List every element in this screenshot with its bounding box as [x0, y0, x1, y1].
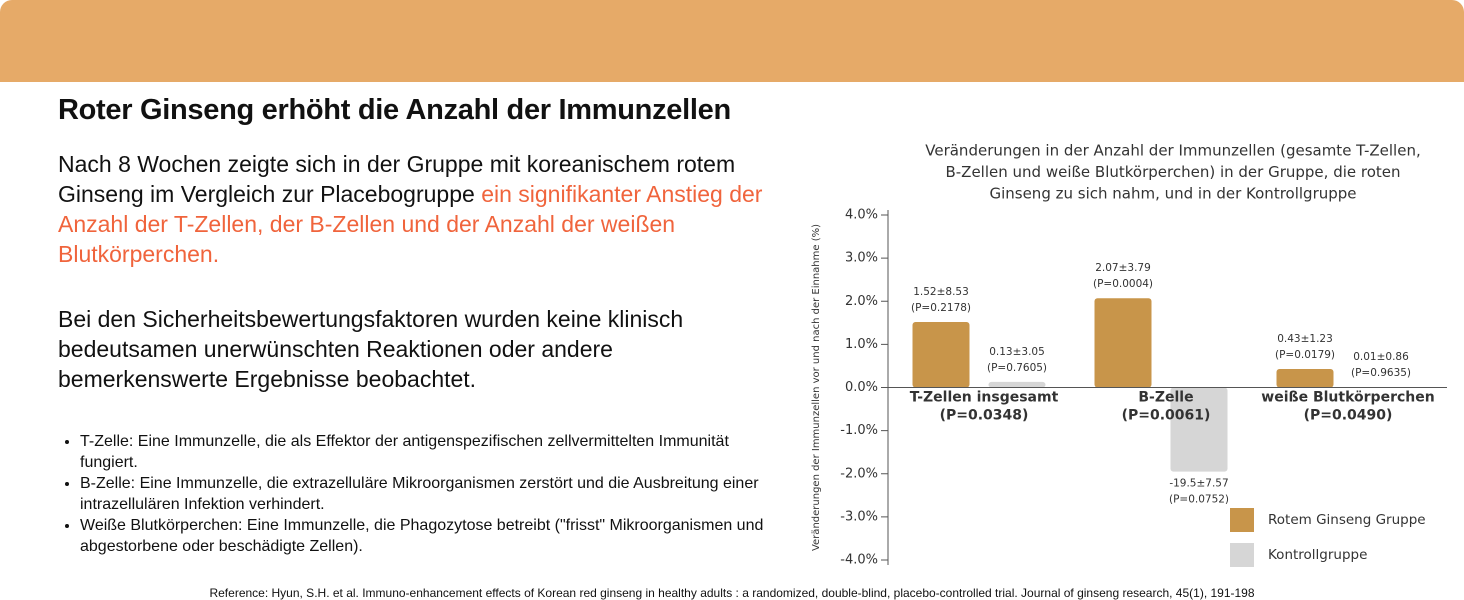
- value-label: 0.13±3.05: [989, 346, 1045, 358]
- reference: Reference: Hyun, S.H. et al. Immuno-enha…: [209, 586, 1255, 600]
- y-tick-label: -3.0%: [840, 509, 878, 524]
- paragraph: Bei den Sicherheitsbewertungsfaktoren wu…: [58, 306, 684, 392]
- title: Roter Ginseng erhöht die Anzahl der Immu…: [58, 94, 731, 126]
- bar: [1170, 387, 1228, 472]
- x-tick-note: (P=0.0061): [1122, 408, 1211, 424]
- p-label: (P=0.2178): [911, 302, 971, 314]
- legend-label: Kontrollgruppe: [1268, 547, 1367, 563]
- value-label: 2.07±3.79: [1095, 262, 1151, 274]
- bar: [1276, 368, 1334, 388]
- p-label: (P=0.0179): [1275, 349, 1335, 361]
- x-tick-note: (P=0.0490): [1304, 408, 1393, 424]
- y-tick-label: -2.0%: [840, 466, 878, 481]
- bar: [912, 321, 970, 388]
- bullet: Weiße Blutkörperchen: Eine Immunzelle, d…: [80, 515, 780, 557]
- x-tick-label: weiße Blutkörperchen: [1261, 390, 1434, 406]
- y-tick-label: 0.0%: [845, 380, 878, 395]
- paragraph-text: Nach 8 Wochen zeigte sich in der Gruppe …: [58, 151, 736, 207]
- legend-label: Rotem Ginseng Gruppe: [1268, 512, 1426, 528]
- y-tick-label: 3.0%: [845, 251, 878, 266]
- y-tick-label: 1.0%: [845, 337, 878, 352]
- chart-title: B-Zellen und weiße Blutkörperchen) in de…: [945, 163, 1400, 181]
- legend-swatch: [1230, 508, 1254, 532]
- x-tick-label: T-Zellen insgesamt: [910, 390, 1059, 406]
- y-tick-label: -4.0%: [840, 553, 878, 568]
- p-label: (P=0.0004): [1093, 278, 1153, 290]
- highlight: ein signifikanter Anstieg der Anzahl der…: [58, 181, 763, 267]
- x-tick-label: B-Zelle: [1138, 390, 1193, 406]
- value-label: 0.43±1.23: [1277, 333, 1333, 345]
- bar: [988, 381, 1046, 388]
- bullet-list: T-Zelle: Eine Immunzelle, die als Effekt…: [58, 431, 780, 557]
- bullet: T-Zelle: Eine Immunzelle, die als Effekt…: [80, 431, 780, 473]
- paragraph: Nach 8 Wochen zeigte sich in der Gruppe …: [58, 149, 788, 269]
- chart-title: Veränderungen in der Anzahl der Immunzel…: [925, 142, 1420, 160]
- value-label: -19.5±7.57: [1169, 478, 1228, 490]
- y-tick-label: -1.0%: [840, 423, 878, 438]
- chart: Veränderungen in der Anzahl der Immunzel…: [811, 142, 1447, 568]
- bar: [1094, 298, 1152, 388]
- x-tick-note: (P=0.0348): [940, 408, 1029, 424]
- chart-title: Ginseng zu sich nahm, und in der Kontrol…: [989, 185, 1356, 203]
- y-tick-label: 4.0%: [845, 208, 878, 223]
- y-tick-label: 2.0%: [845, 294, 878, 309]
- y-axis-label: Veränderungen der Immunzellen vor und na…: [811, 224, 822, 551]
- value-label: 1.52±8.53: [913, 286, 969, 298]
- p-label: (P=0.9635): [1351, 367, 1411, 379]
- bullet: B-Zelle: Eine Immunzelle, die extrazellu…: [80, 473, 780, 515]
- legend-swatch: [1230, 543, 1254, 567]
- header-bar: [0, 0, 1464, 82]
- p-label: (P=0.7605): [987, 362, 1047, 374]
- p-label: (P=0.0752): [1169, 494, 1229, 506]
- value-label: 0.01±0.86: [1353, 351, 1409, 363]
